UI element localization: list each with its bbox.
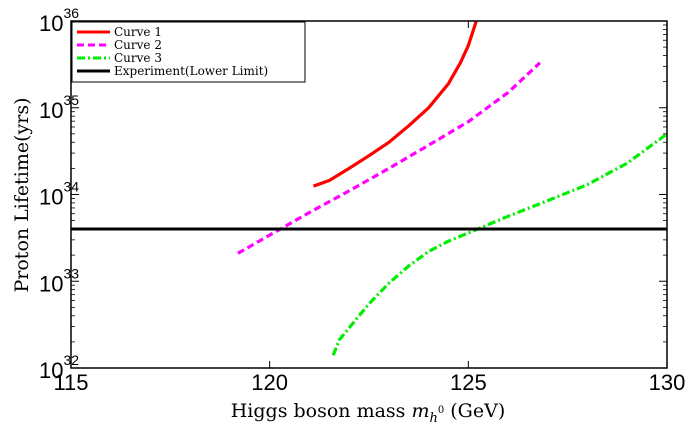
- x-axis-title-symbol: m: [411, 400, 429, 422]
- x-axis-title-superscript: 0: [438, 405, 444, 416]
- plot-frame: [70, 20, 668, 369]
- legend-label-2: Curve 2: [114, 38, 162, 52]
- x-axis-title-subscript: h: [429, 411, 437, 424]
- y-axis-title: Proton Lifetime(yrs): [11, 98, 33, 293]
- series-layer: [71, 21, 667, 356]
- legend-label-4: Experiment(Lower Limit): [114, 64, 268, 78]
- x-axis-title-text: Higgs boson mass: [231, 400, 412, 422]
- y-tick-label-1: 1032: [39, 352, 79, 383]
- y-tick-label-3: 1034: [39, 179, 79, 210]
- tick-labels-layer: 115 120 125 130 1032 1033 1034 1035 1036: [39, 5, 685, 395]
- y-tick-label-2: 1033: [39, 265, 79, 296]
- series-line-2: [237, 61, 541, 255]
- x-axis-title-unit: (GeV): [444, 400, 505, 422]
- y-tick-label-4: 1035: [39, 92, 79, 123]
- x-tick-label-4: 130: [649, 370, 686, 395]
- x-tick-label-1: 115: [53, 370, 88, 395]
- x-axis-title: Higgs boson mass mh0 (GeV): [231, 400, 506, 424]
- series-line-1: [312, 21, 478, 188]
- legend-box: [71, 21, 306, 83]
- y-tick-label-5: 1036: [39, 5, 79, 36]
- x-tick-label-2: 120: [251, 370, 288, 395]
- legend-label-3: Curve 3: [114, 51, 162, 65]
- x-tick-label-3: 125: [450, 370, 487, 395]
- legend-label-1: Curve 1: [114, 25, 162, 39]
- series-line-3: [331, 132, 667, 356]
